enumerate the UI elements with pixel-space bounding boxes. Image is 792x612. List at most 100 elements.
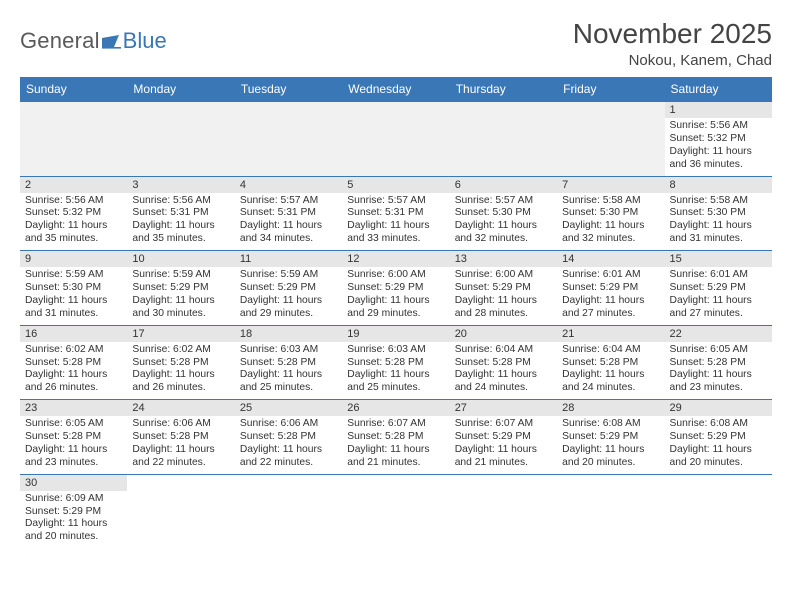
calendar-cell: 29Sunrise: 6:08 AMSunset: 5:29 PMDayligh… [665,400,772,475]
day-info: Sunrise: 5:59 AMSunset: 5:29 PMDaylight:… [127,267,234,324]
day-info: Sunrise: 5:57 AMSunset: 5:31 PMDaylight:… [342,193,449,250]
day-info: Sunrise: 6:02 AMSunset: 5:28 PMDaylight:… [20,342,127,399]
day-number: 4 [235,177,342,193]
sunrise-text: Sunrise: 6:03 AM [347,344,445,357]
sunset-text: Sunset: 5:28 PM [240,357,338,370]
logo: General Blue [20,28,167,54]
sunset-text: Sunset: 5:30 PM [455,207,553,220]
daylight-text: Daylight: 11 hours and 25 minutes. [240,369,338,395]
sunrise-text: Sunrise: 6:01 AM [670,269,768,282]
calendar-cell: 24Sunrise: 6:06 AMSunset: 5:28 PMDayligh… [127,400,234,475]
sunset-text: Sunset: 5:31 PM [240,207,338,220]
day-info: Sunrise: 6:02 AMSunset: 5:28 PMDaylight:… [127,342,234,399]
daylight-text: Daylight: 11 hours and 27 minutes. [562,295,660,321]
calendar-cell: 25Sunrise: 6:06 AMSunset: 5:28 PMDayligh… [235,400,342,475]
day-number: 17 [127,326,234,342]
day-info: Sunrise: 5:56 AMSunset: 5:32 PMDaylight:… [20,193,127,250]
sunset-text: Sunset: 5:28 PM [455,357,553,370]
daylight-text: Daylight: 11 hours and 23 minutes. [670,369,768,395]
day-info: Sunrise: 6:03 AMSunset: 5:28 PMDaylight:… [342,342,449,399]
day-info: Sunrise: 5:57 AMSunset: 5:31 PMDaylight:… [235,193,342,250]
calendar-cell: 15Sunrise: 6:01 AMSunset: 5:29 PMDayligh… [665,251,772,326]
sunrise-text: Sunrise: 5:57 AM [455,195,553,208]
calendar-cell: 7Sunrise: 5:58 AMSunset: 5:30 PMDaylight… [557,176,664,251]
day-info: Sunrise: 6:06 AMSunset: 5:28 PMDaylight:… [127,416,234,473]
day-number: 10 [127,251,234,267]
calendar-cell: 2Sunrise: 5:56 AMSunset: 5:32 PMDaylight… [20,176,127,251]
day-info: Sunrise: 6:06 AMSunset: 5:28 PMDaylight:… [235,416,342,473]
calendar-cell: 11Sunrise: 5:59 AMSunset: 5:29 PMDayligh… [235,251,342,326]
sunrise-text: Sunrise: 6:05 AM [670,344,768,357]
sunrise-text: Sunrise: 5:59 AM [25,269,123,282]
daylight-text: Daylight: 11 hours and 29 minutes. [240,295,338,321]
calendar-cell [20,102,127,177]
weekday-header-row: SundayMondayTuesdayWednesdayThursdayFrid… [20,77,772,102]
sunset-text: Sunset: 5:28 PM [25,431,123,444]
calendar-cell: 20Sunrise: 6:04 AMSunset: 5:28 PMDayligh… [450,325,557,400]
logo-text-general: General [20,28,100,54]
day-number: 5 [342,177,449,193]
calendar-cell [127,474,234,548]
day-number: 16 [20,326,127,342]
sunrise-text: Sunrise: 6:00 AM [347,269,445,282]
calendar-body: 1Sunrise: 5:56 AMSunset: 5:32 PMDaylight… [20,102,772,549]
daylight-text: Daylight: 11 hours and 23 minutes. [25,444,123,470]
day-info: Sunrise: 5:56 AMSunset: 5:31 PMDaylight:… [127,193,234,250]
daylight-text: Daylight: 11 hours and 20 minutes. [25,518,123,544]
calendar-table: SundayMondayTuesdayWednesdayThursdayFrid… [20,77,772,548]
calendar-cell: 26Sunrise: 6:07 AMSunset: 5:28 PMDayligh… [342,400,449,475]
daylight-text: Daylight: 11 hours and 24 minutes. [562,369,660,395]
sunset-text: Sunset: 5:29 PM [455,431,553,444]
calendar-cell: 6Sunrise: 5:57 AMSunset: 5:30 PMDaylight… [450,176,557,251]
sunset-text: Sunset: 5:28 PM [132,431,230,444]
sunrise-text: Sunrise: 5:57 AM [347,195,445,208]
day-info: Sunrise: 6:01 AMSunset: 5:29 PMDaylight:… [557,267,664,324]
sunrise-text: Sunrise: 5:56 AM [670,120,768,133]
day-info: Sunrise: 5:58 AMSunset: 5:30 PMDaylight:… [665,193,772,250]
daylight-text: Daylight: 11 hours and 31 minutes. [25,295,123,321]
calendar-cell: 1Sunrise: 5:56 AMSunset: 5:32 PMDaylight… [665,102,772,177]
daylight-text: Daylight: 11 hours and 26 minutes. [25,369,123,395]
calendar-cell: 28Sunrise: 6:08 AMSunset: 5:29 PMDayligh… [557,400,664,475]
sunrise-text: Sunrise: 6:02 AM [25,344,123,357]
weekday-header: Friday [557,77,664,102]
sunset-text: Sunset: 5:28 PM [132,357,230,370]
sunrise-text: Sunrise: 6:07 AM [347,418,445,431]
daylight-text: Daylight: 11 hours and 22 minutes. [240,444,338,470]
daylight-text: Daylight: 11 hours and 20 minutes. [562,444,660,470]
day-info: Sunrise: 6:09 AMSunset: 5:29 PMDaylight:… [20,491,127,548]
day-number: 13 [450,251,557,267]
day-number: 20 [450,326,557,342]
sunset-text: Sunset: 5:29 PM [562,282,660,295]
sunrise-text: Sunrise: 5:58 AM [670,195,768,208]
sunset-text: Sunset: 5:29 PM [670,431,768,444]
day-number: 15 [665,251,772,267]
sunset-text: Sunset: 5:28 PM [347,431,445,444]
sunset-text: Sunset: 5:28 PM [240,431,338,444]
day-info: Sunrise: 6:07 AMSunset: 5:29 PMDaylight:… [450,416,557,473]
daylight-text: Daylight: 11 hours and 29 minutes. [347,295,445,321]
calendar-cell [450,474,557,548]
day-number: 12 [342,251,449,267]
sunset-text: Sunset: 5:30 PM [562,207,660,220]
sunset-text: Sunset: 5:32 PM [25,207,123,220]
calendar-row: 9Sunrise: 5:59 AMSunset: 5:30 PMDaylight… [20,251,772,326]
sunset-text: Sunset: 5:29 PM [670,282,768,295]
daylight-text: Daylight: 11 hours and 34 minutes. [240,220,338,246]
location-label: Nokou, Kanem, Chad [573,52,772,69]
sunrise-text: Sunrise: 5:58 AM [562,195,660,208]
day-number: 1 [665,102,772,118]
calendar-cell: 12Sunrise: 6:00 AMSunset: 5:29 PMDayligh… [342,251,449,326]
daylight-text: Daylight: 11 hours and 22 minutes. [132,444,230,470]
calendar-cell: 16Sunrise: 6:02 AMSunset: 5:28 PMDayligh… [20,325,127,400]
day-number: 3 [127,177,234,193]
calendar-cell [342,102,449,177]
daylight-text: Daylight: 11 hours and 26 minutes. [132,369,230,395]
title-block: November 2025 Nokou, Kanem, Chad [573,18,772,69]
calendar-row: 23Sunrise: 6:05 AMSunset: 5:28 PMDayligh… [20,400,772,475]
day-info: Sunrise: 6:00 AMSunset: 5:29 PMDaylight:… [342,267,449,324]
page-title: November 2025 [573,18,772,50]
daylight-text: Daylight: 11 hours and 33 minutes. [347,220,445,246]
calendar-cell: 27Sunrise: 6:07 AMSunset: 5:29 PMDayligh… [450,400,557,475]
day-number: 26 [342,400,449,416]
